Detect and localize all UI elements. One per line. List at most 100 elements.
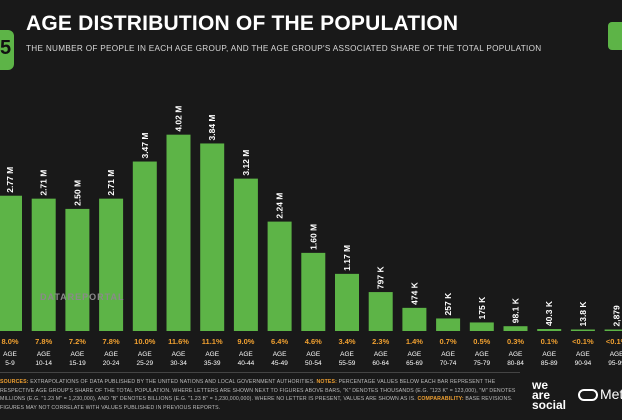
bar-70-74 (436, 318, 461, 331)
category-label: 65-69 (406, 360, 423, 367)
bar-15-19 (65, 208, 90, 331)
value-label: 1.17 M (342, 245, 352, 271)
meta-infinity-icon (578, 389, 598, 402)
share-label: 7.2% (69, 337, 86, 346)
share-label: 0.3% (507, 337, 524, 346)
bar-95-99 (604, 329, 622, 331)
category-label-prefix: AGE (340, 351, 354, 358)
value-label: 3.84 M (207, 114, 217, 140)
category-label-prefix: AGE (71, 351, 85, 358)
value-label: 98.1 K (511, 297, 521, 323)
bar-5-9 (0, 195, 22, 331)
category-label-prefix: AGE (374, 351, 388, 358)
we-are-social-logo: we are social (532, 379, 567, 412)
category-label: 55-59 (339, 360, 356, 367)
category-label: 95-99 (608, 360, 622, 367)
value-label: 257 K (443, 292, 453, 316)
category-label-prefix: AGE (3, 351, 17, 358)
category-label: 90-94 (575, 360, 592, 367)
bar-35-39 (200, 143, 225, 331)
share-label: 11.6% (168, 337, 189, 346)
category-label: 20-24 (103, 360, 120, 367)
notes-key: NOTES: (316, 379, 338, 385)
value-label: 3.47 M (140, 133, 150, 159)
section-tab (0, 30, 14, 70)
logo-word-social: social (532, 398, 567, 412)
share-label: 1.4% (406, 337, 423, 346)
logo-word-are: are (532, 388, 551, 402)
share-label: 2.3% (372, 337, 389, 346)
share-label: 4.6% (305, 337, 322, 346)
footer-divider (0, 372, 520, 373)
category-label-prefix: AGE (441, 351, 455, 358)
bar-65-69 (402, 307, 427, 331)
share-label: <0.1% (572, 337, 594, 346)
value-label: 3.12 M (241, 150, 251, 176)
category-label: 50-54 (305, 360, 322, 367)
category-label: 15-19 (69, 360, 86, 367)
bar-10-14 (31, 198, 56, 331)
page-indicator-tab (608, 22, 622, 50)
bar-45-49 (267, 221, 292, 331)
category-label-prefix: AGE (138, 351, 152, 358)
value-label: 2.71 M (39, 170, 49, 196)
share-label: 0.5% (473, 337, 490, 346)
category-label-prefix: AGE (542, 351, 556, 358)
meta-logo: Meta (578, 386, 622, 402)
category-label: 25-29 (136, 360, 153, 367)
share-label: 7.8% (35, 337, 52, 346)
category-label: 10-14 (35, 360, 52, 367)
value-label: 474 K (409, 281, 419, 305)
page-title: AGE DISTRIBUTION OF THE POPULATION (26, 12, 459, 35)
value-label: 40.3 K (544, 300, 554, 326)
value-label: 2.71 M (106, 170, 116, 196)
value-label: 797 K (376, 266, 386, 290)
value-label: 13.8 K (578, 301, 588, 327)
category-label: 70-74 (440, 360, 457, 367)
value-label: 2,879 (612, 305, 622, 327)
share-label: 9.0% (237, 337, 254, 346)
category-label-prefix: AGE (610, 351, 622, 358)
category-label-prefix: AGE (475, 351, 489, 358)
bar-85-89 (537, 329, 562, 331)
category-label-prefix: AGE (408, 351, 422, 358)
category-label-prefix: AGE (509, 351, 523, 358)
share-label: 3.4% (338, 337, 355, 346)
age-distribution-chart: 2.77 M 8.0% AGE 5-9 2.71 M 7.8% AGE 10-14 2.50 M… (0, 106, 622, 367)
bar-50-54 (301, 252, 326, 331)
bar-20-24 (99, 198, 124, 331)
bar-80-84 (503, 326, 528, 331)
category-label: 35-39 (204, 360, 221, 367)
value-label: 4.02 M (174, 106, 184, 132)
bar-30-34 (166, 134, 191, 331)
datareportal-watermark: DATAREPORTAL (40, 292, 125, 302)
share-label: 11.1% (202, 337, 223, 346)
share-label: 8.0% (1, 337, 18, 346)
meta-wordmark: Meta (600, 386, 622, 402)
page-subtitle: THE NUMBER OF PEOPLE IN EACH AGE GROUP, … (26, 44, 542, 53)
footnote: SOURCES: EXTRAPOLATIONS OF DATA PUBLISHE… (0, 378, 518, 412)
share-label: 6.4% (271, 337, 288, 346)
category-label: 75-79 (473, 360, 490, 367)
value-label: 2.50 M (72, 180, 82, 206)
bar-90-94 (570, 329, 595, 331)
sources-key: SOURCES: (0, 379, 29, 385)
bar-75-79 (469, 322, 494, 331)
category-label-prefix: AGE (37, 351, 51, 358)
category-label-prefix: AGE (205, 351, 219, 358)
section-number: 5 (0, 37, 12, 59)
share-label: 7.8% (103, 337, 120, 346)
share-label: 0.7% (440, 337, 457, 346)
category-label: 30-34 (170, 360, 187, 367)
category-label-prefix: AGE (273, 351, 287, 358)
category-label-prefix: AGE (104, 351, 118, 358)
category-label-prefix: AGE (306, 351, 320, 358)
share-label: 10.0% (134, 337, 156, 346)
notes-text: PERCENTAGE VALUES BELOW EACH BAR REPRESE… (0, 379, 516, 403)
category-label: 40-44 (238, 360, 255, 367)
category-label: 85-89 (541, 360, 558, 367)
category-label: 5-9 (5, 360, 15, 367)
category-label: 80-84 (507, 360, 524, 367)
category-label: 60-64 (372, 360, 389, 367)
value-label: 2.24 M (275, 193, 285, 219)
